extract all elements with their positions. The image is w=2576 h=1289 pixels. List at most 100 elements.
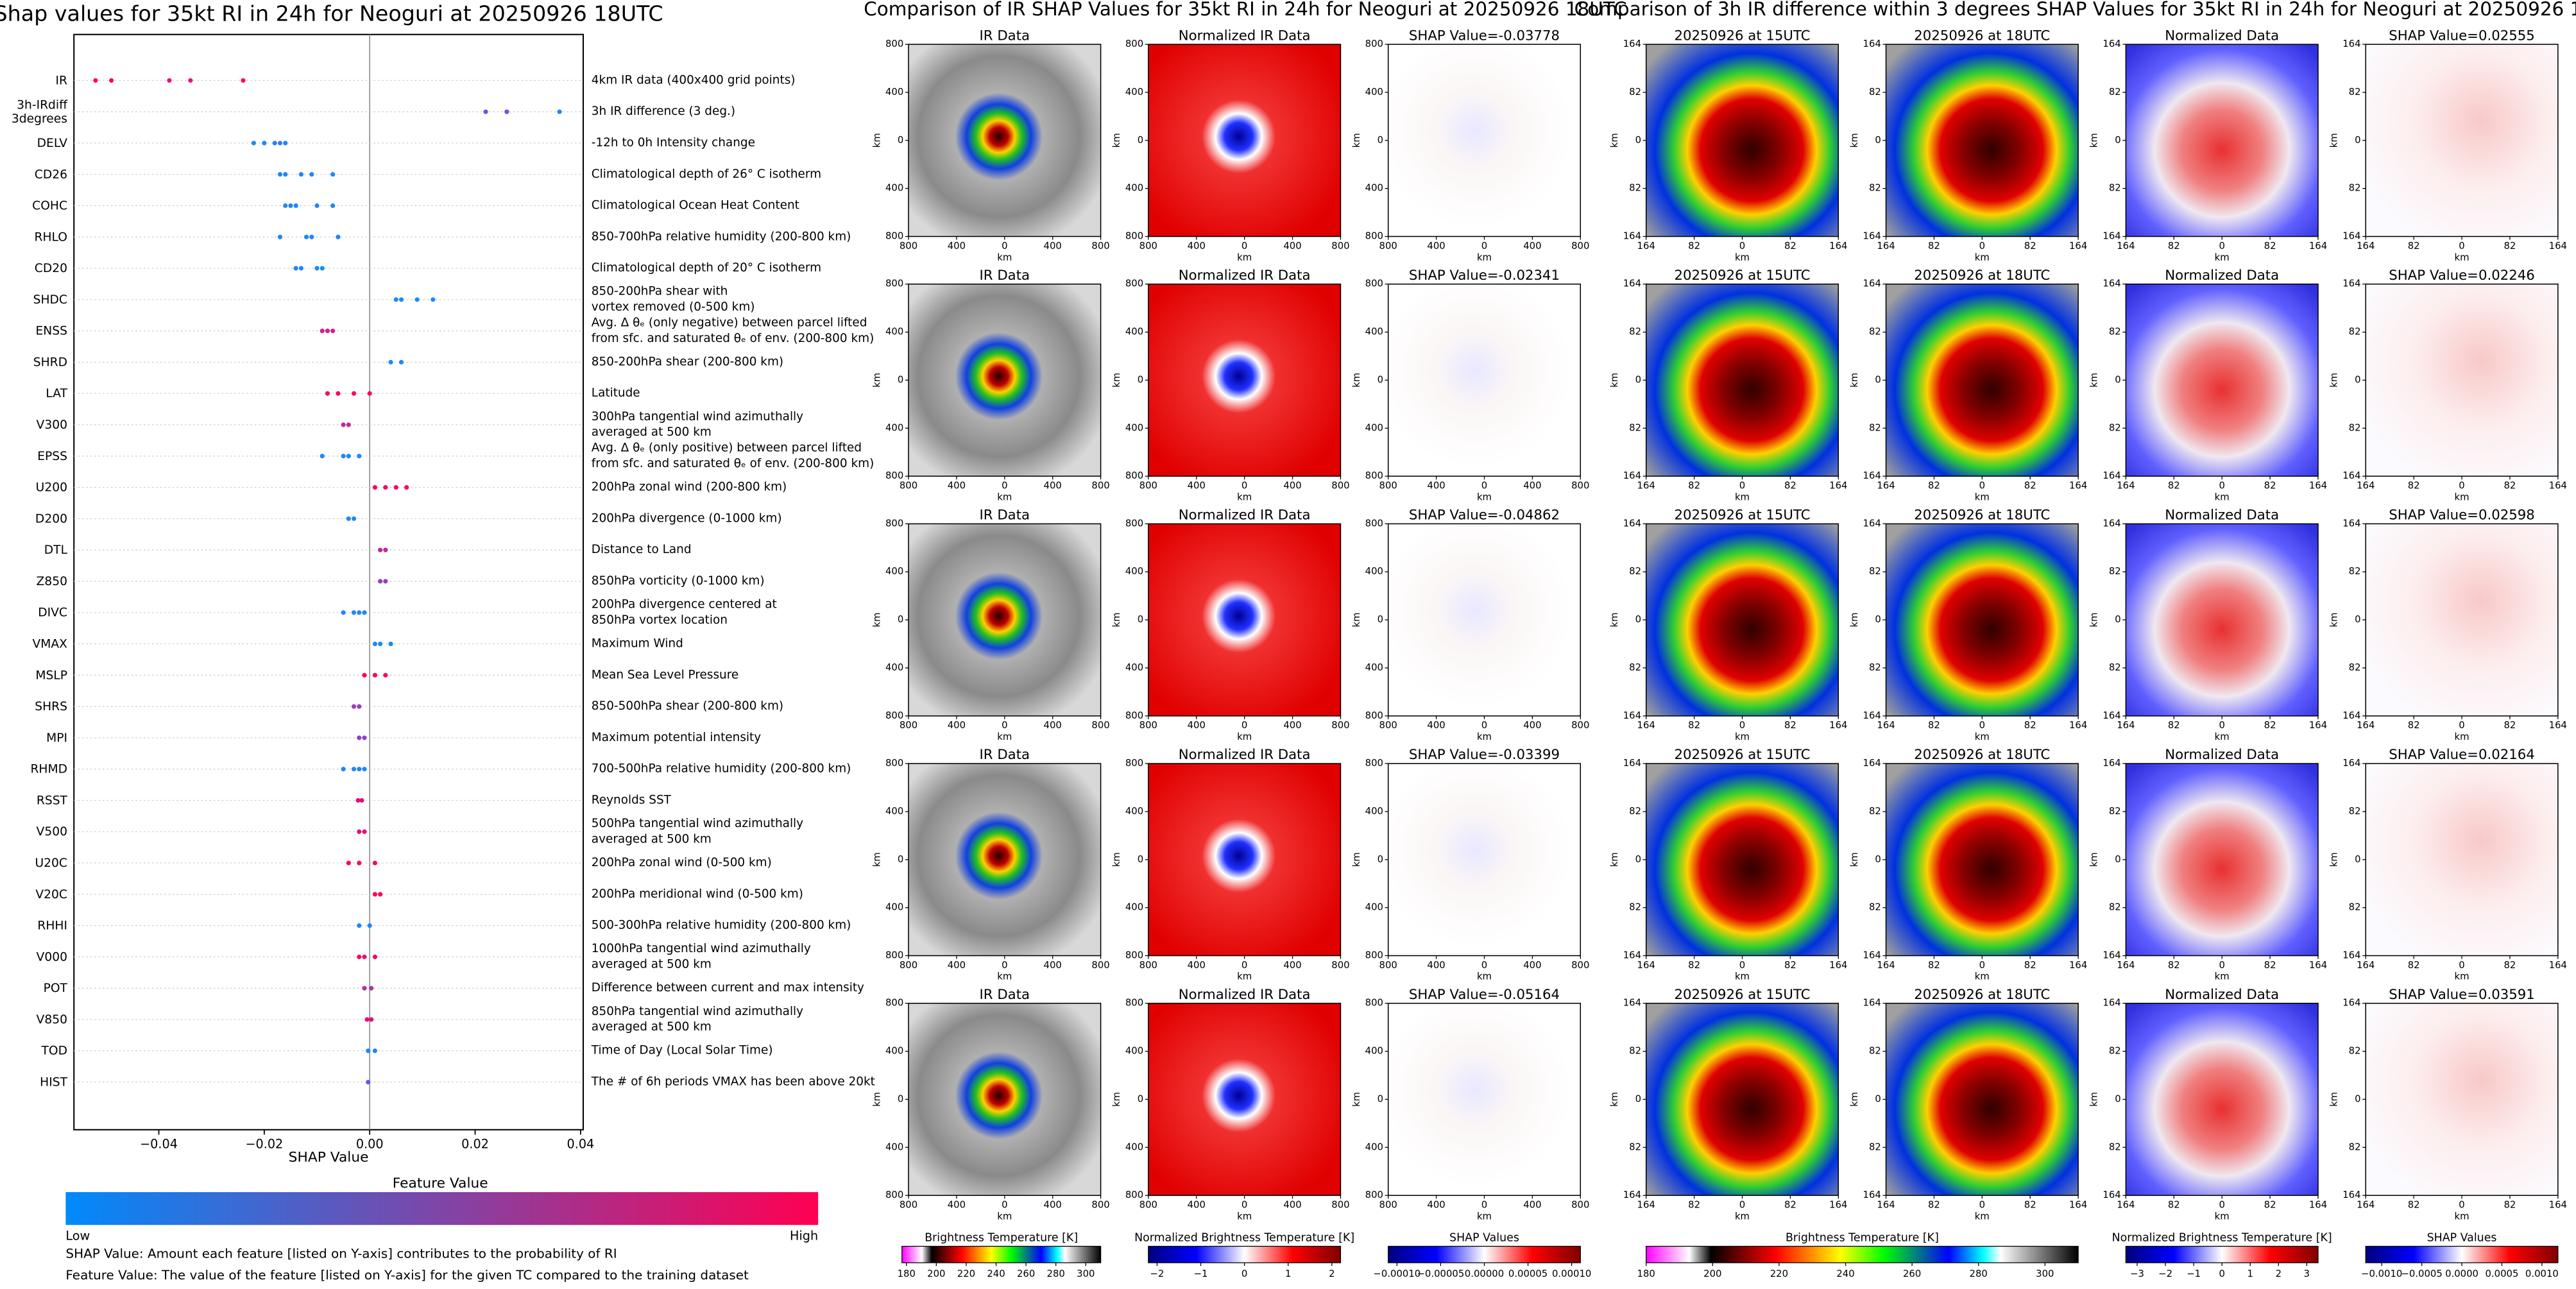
image-panel	[908, 523, 1102, 717]
point	[346, 516, 351, 521]
feature-description: Reynolds SST	[592, 793, 672, 807]
colorbar-tick-label: 200	[1703, 1268, 1721, 1279]
y-tick-label: 800	[1125, 231, 1143, 242]
point	[346, 860, 351, 866]
y-axis-label: km	[1351, 613, 1362, 627]
panel-title: 20250926 at 15UTC	[1674, 268, 1810, 284]
y-tick-label: 800	[1365, 1190, 1383, 1200]
x-tick-label: 0	[1241, 960, 1247, 971]
point	[362, 829, 367, 834]
x-axis-label: km	[997, 491, 1012, 502]
y-axis-label: km	[1351, 133, 1362, 148]
x-tick-label: 164	[2309, 241, 2327, 252]
x-tick-label: 82	[1928, 481, 1940, 491]
x-tick-label: 164	[1829, 481, 1847, 491]
x-tick-label: 164	[2357, 960, 2375, 971]
feature-description: 4km IR data (400x400 grid points)	[592, 73, 796, 87]
point	[283, 203, 288, 209]
x-tick-label: 82	[2503, 481, 2516, 491]
x-tick-label: 400	[1427, 1199, 1445, 1210]
y-tick-label: 0	[2355, 614, 2360, 625]
x-tick-label: 164	[2117, 241, 2135, 252]
y-tick-label: 400	[1125, 1141, 1143, 1152]
y-tick-label: 82	[1869, 662, 1881, 673]
y-tick-label: 82	[1869, 902, 1881, 913]
y-tick-label: 800	[885, 470, 903, 481]
x-tick-label: 400	[948, 241, 966, 252]
point	[298, 266, 303, 271]
x-axis-label: km	[1237, 1211, 1252, 1222]
x-tick-label: 0	[1241, 1199, 1247, 1210]
y-tick-label: V20C	[35, 887, 67, 901]
x-axis-label: km	[2455, 971, 2469, 982]
feature-description: 1000hPa tangential wind azimuthally avera…	[592, 942, 811, 971]
y-tick-label: SHRD	[33, 355, 67, 369]
y-tick-label: 800	[1125, 518, 1143, 529]
x-tick-label: 0	[1002, 1199, 1007, 1210]
y-tick-label: 800	[1125, 470, 1143, 481]
point	[414, 297, 420, 302]
x-tick-label: 164	[1637, 720, 1655, 731]
point	[372, 892, 378, 897]
x-tick-label: 400	[1188, 960, 1206, 971]
y-tick-label: 400	[1125, 183, 1143, 194]
x-tick-label: 82	[2503, 960, 2516, 971]
point	[277, 234, 283, 239]
image-panel	[2125, 1002, 2319, 1196]
x-tick-label: 400	[1044, 1199, 1062, 1210]
y-axis-label: km	[1609, 852, 1620, 867]
y-tick-label: 164	[2342, 950, 2360, 960]
point	[355, 798, 361, 803]
feature-description: 200hPa divergence (0-1000 km)	[592, 511, 782, 525]
x-tick-label: 0	[1979, 960, 1985, 971]
point	[336, 234, 341, 239]
point	[325, 391, 330, 396]
x-tick-label: 0	[1979, 481, 1985, 491]
colorbar	[2125, 1245, 2319, 1263]
point	[369, 986, 374, 991]
x-tick-label: 0	[2219, 481, 2224, 491]
panel-title: Normalized Data	[2165, 28, 2279, 44]
y-tick-label: LAT	[46, 387, 67, 400]
panel-title: Normalized IR Data	[1179, 28, 1311, 44]
x-axis-label: km	[1735, 971, 1750, 982]
x-tick-label: 0	[2219, 241, 2224, 252]
colorbar-tick-label: 220	[957, 1268, 975, 1279]
y-tick-label: 0	[1378, 135, 1383, 146]
point	[362, 735, 367, 740]
x-tick-label: 400	[1188, 720, 1206, 731]
y-tick-label: 82	[1869, 87, 1881, 98]
x-tick-label: 82	[2264, 1199, 2276, 1210]
x-axis-label: km	[1735, 491, 1750, 502]
y-tick-label: 82	[1869, 566, 1881, 577]
colorbar-tick-label: 300	[2036, 1268, 2054, 1279]
panel-title: SHAP Value=-0.02341	[1409, 268, 1560, 284]
y-tick-label: RHMD	[30, 762, 67, 776]
image-panel	[1885, 763, 2079, 957]
y-tick-label: 800	[885, 231, 903, 242]
colorbar-tick-label: 0.00010	[1552, 1268, 1591, 1279]
y-tick-label: 800	[885, 278, 903, 289]
y-tick-label: 400	[1125, 566, 1143, 577]
y-tick-label: 0	[1635, 854, 1641, 865]
y-tick-label: 82	[1629, 662, 1641, 673]
y-tick-label: 82	[1629, 566, 1641, 577]
y-tick-label: 164	[1623, 470, 1641, 481]
x-axis-label: km	[1735, 252, 1750, 263]
y-tick-label: 164	[2342, 758, 2360, 769]
x-tick-label: 800	[1331, 481, 1349, 491]
image-panel	[1148, 1002, 1342, 1196]
point	[483, 109, 488, 114]
colorbar-tick-label: −0.00005	[1417, 1268, 1465, 1279]
plot-frame	[73, 33, 584, 1131]
y-tick-label: RHHI	[37, 919, 67, 932]
point	[388, 641, 393, 647]
y-tick-label: 400	[1365, 183, 1383, 194]
y-tick-label: U200	[36, 481, 67, 494]
x-tick-label: 400	[1044, 241, 1062, 252]
y-tick-label: 0	[1378, 854, 1383, 865]
y-tick-label: 82	[2349, 902, 2361, 913]
x-tick-label: 0.04	[567, 1136, 595, 1151]
y-tick-label: 82	[1869, 422, 1881, 433]
y-tick-label: TOD	[40, 1044, 67, 1057]
